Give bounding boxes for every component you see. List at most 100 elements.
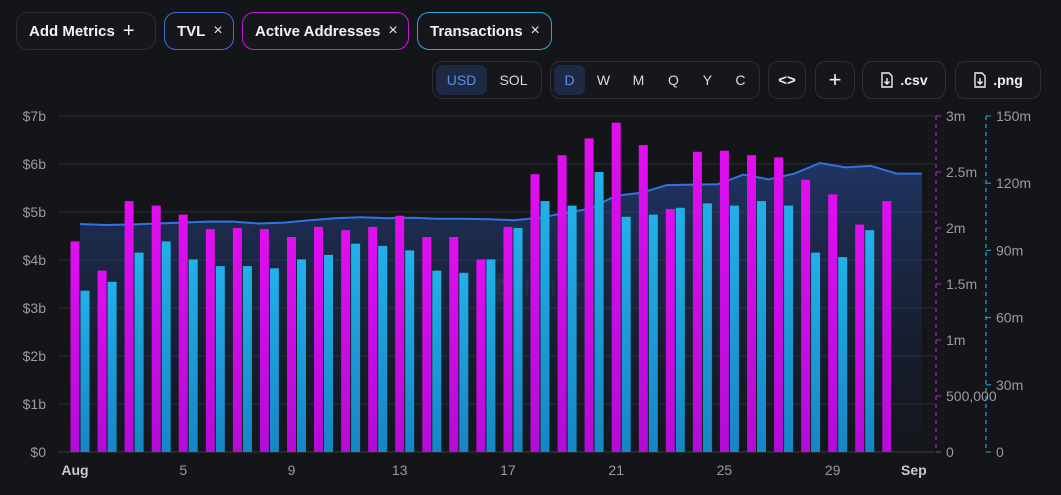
active-addresses-bar xyxy=(368,226,378,452)
active-addresses-bar xyxy=(855,224,865,452)
granularity-c[interactable]: C xyxy=(735,72,746,88)
x-axis-tick: 9 xyxy=(288,462,296,478)
active-addresses-axis-tick: 3m xyxy=(946,108,965,124)
metric-chip-active-addresses[interactable]: Active Addresses × xyxy=(242,12,409,50)
granularity-q[interactable]: Q xyxy=(667,72,679,88)
active-addresses-bar xyxy=(665,209,675,452)
active-addresses-bar xyxy=(530,174,540,452)
transactions-axis-tick: 90m xyxy=(996,242,1023,258)
active-addresses-axis-tick: 2.5m xyxy=(946,164,977,180)
active-addresses-bar xyxy=(692,151,702,453)
x-axis-tick: 5 xyxy=(179,462,187,478)
transactions-bar xyxy=(324,254,333,452)
transactions-bar xyxy=(757,201,766,452)
transactions-bar xyxy=(486,259,496,452)
metric-chip-transactions-label: Transactions xyxy=(430,22,523,40)
add-metrics-label: Add Metrics xyxy=(29,22,115,40)
active-addresses-bar xyxy=(97,270,107,452)
active-addresses-bar xyxy=(719,150,729,452)
watermark: DefiLlama xyxy=(479,272,601,304)
active-addresses-bar xyxy=(124,201,134,452)
active-addresses-bar xyxy=(422,237,432,452)
transactions-bar xyxy=(188,259,198,452)
transactions-axis-tick: 30m xyxy=(996,377,1023,393)
embed-button[interactable]: <> xyxy=(768,61,806,99)
x-axis-tick: Sep xyxy=(901,462,927,478)
tvl-area-series xyxy=(79,161,922,452)
transactions-bar xyxy=(675,207,685,452)
transactions-bar xyxy=(838,257,848,452)
active-addresses-axis-tick: 500,000 xyxy=(946,388,997,404)
transactions-bar xyxy=(729,205,739,452)
transactions-bar xyxy=(865,230,875,452)
granularity-toggle: D W M Q Y C xyxy=(550,61,760,99)
transactions-bar xyxy=(784,205,794,452)
tvl-axis-tick: $1b xyxy=(23,396,47,412)
granularity-y[interactable]: Y xyxy=(702,72,713,88)
transactions-bar xyxy=(621,216,631,452)
transactions-bar xyxy=(80,290,90,452)
active-addresses-bar xyxy=(557,155,567,452)
transactions-bar xyxy=(567,205,577,452)
download-csv-button[interactable]: .csv xyxy=(862,61,946,99)
active-addresses-axis-tick: 2m xyxy=(946,220,965,236)
active-addresses-bar xyxy=(341,230,351,452)
axes: $0 $1b $2b $3b $4b $5b $6b $7b 0 500,000 1m 1.5m 2m 2… xyxy=(23,108,1031,478)
active-addresses-bar xyxy=(178,214,188,452)
add-metrics-button[interactable]: Add Metrics + xyxy=(16,12,156,50)
x-axis-tick: 21 xyxy=(608,462,624,478)
download-png-button[interactable]: .png xyxy=(955,61,1041,99)
active-addresses-bar xyxy=(638,145,648,452)
active-addresses-bar xyxy=(584,138,594,452)
transactions-bar xyxy=(269,268,279,452)
transactions-axis-tick: 150m xyxy=(996,108,1031,124)
active-addresses-axis-tick: 1.5m xyxy=(946,276,977,292)
denomination-usd[interactable]: USD xyxy=(436,65,487,95)
granularity-d[interactable]: D xyxy=(554,65,586,95)
x-axis-tick: Aug xyxy=(61,462,88,478)
denomination-toggle: USD SOL xyxy=(432,61,542,99)
granularity-m[interactable]: M xyxy=(632,72,645,88)
transactions-bar xyxy=(432,270,442,452)
active-addresses-bar xyxy=(151,205,161,452)
transactions-bar xyxy=(297,259,306,452)
active-addresses-bar xyxy=(205,229,215,452)
active-addresses-bar xyxy=(503,226,513,452)
code-icon: <> xyxy=(778,71,796,89)
tvl-axis-tick: $2b xyxy=(23,348,47,364)
transactions-bar xyxy=(459,272,469,452)
active-addresses-bar xyxy=(882,201,892,452)
denomination-sol[interactable]: SOL xyxy=(499,72,528,88)
transactions-bar xyxy=(702,203,712,452)
download-csv-label: .csv xyxy=(900,72,928,88)
transactions-bar xyxy=(405,250,415,452)
close-icon[interactable]: × xyxy=(213,22,223,39)
active-addresses-axis-tick: 0 xyxy=(946,444,954,460)
active-addresses-bar xyxy=(395,215,405,452)
tvl-line xyxy=(79,161,922,227)
tvl-axis-tick: $6b xyxy=(23,156,47,172)
add-chart-button[interactable]: + xyxy=(815,61,855,99)
active-addresses-bar xyxy=(259,229,269,452)
tvl-axis-tick: $3b xyxy=(23,300,47,316)
close-icon[interactable]: × xyxy=(530,22,540,39)
watermark-text: DefiLlama xyxy=(495,275,601,300)
transactions-axis-tick: 120m xyxy=(996,175,1031,191)
metric-chip-active-addresses-label: Active Addresses xyxy=(255,22,381,40)
x-axis-tick: 17 xyxy=(500,462,516,478)
transactions-bar xyxy=(513,228,523,452)
transactions-bar xyxy=(215,266,225,452)
tvl-axis-tick: $7b xyxy=(23,108,47,124)
tvl-axis-tick: $0 xyxy=(30,444,46,460)
metric-chip-tvl[interactable]: TVL × xyxy=(164,12,234,50)
grid-lines xyxy=(58,115,935,453)
active-addresses-bar xyxy=(747,155,756,452)
transactions-bar xyxy=(351,243,361,452)
close-icon[interactable]: × xyxy=(388,22,398,39)
transactions-bar xyxy=(161,241,171,452)
granularity-w[interactable]: W xyxy=(596,72,611,88)
plus-icon: + xyxy=(122,20,135,42)
transactions-bar xyxy=(811,252,821,452)
metric-chip-transactions[interactable]: Transactions × xyxy=(417,12,552,50)
active-addresses-bar xyxy=(232,228,242,452)
